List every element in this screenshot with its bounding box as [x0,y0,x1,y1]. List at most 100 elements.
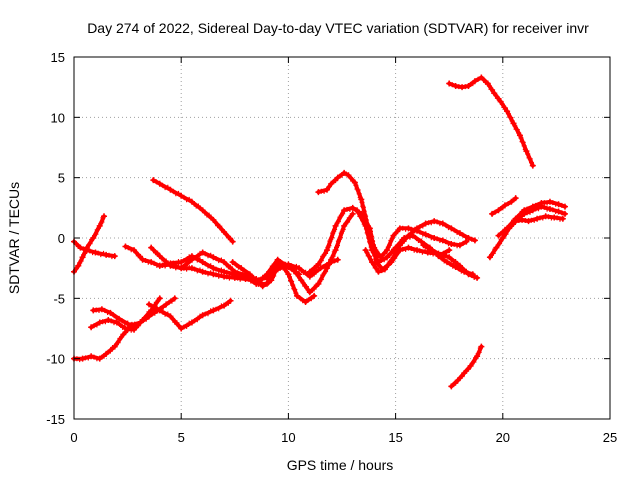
series-marker-strip [395,237,405,248]
series-marker-strip [305,296,314,303]
x-tick-label: 25 [603,430,617,445]
series-marker-strip [258,281,267,288]
series-marker-strip [492,209,498,215]
series-arc-5 [90,306,140,331]
series-marker-strip [318,188,327,194]
series-arc-18 [448,343,485,390]
series-marker-strip [325,227,338,250]
series-marker-strip [481,77,489,85]
data-point [452,82,459,89]
data-point [88,353,95,360]
data-point [98,306,105,313]
series-marker-strip [245,275,257,284]
series-marker-strip [133,250,143,259]
series-marker-strip [170,316,182,329]
series-marker-strip [441,250,449,256]
series-marker-strip [393,229,401,236]
data-point [229,259,236,266]
y-tick-label: 5 [58,171,65,186]
series-marker-strip [265,269,277,284]
series-marker-strip [505,111,515,124]
series-marker-strip [493,92,502,102]
series-marker-strip [423,244,432,252]
series-marker-strip [143,258,151,265]
series-marker-strip [159,309,171,317]
series-marker-strip [192,266,203,274]
data-point [188,265,195,272]
data-point [139,256,146,263]
series-marker-strip [426,233,434,241]
series-marker-strip [334,227,346,250]
series-marker-strip [102,307,111,315]
series-marker-strip [326,184,332,190]
series-marker-strip [559,210,565,216]
y-tick-label: -15 [46,412,65,427]
series-marker-strip [117,322,126,330]
series-marker-strip [213,266,224,274]
series-marker-strip [170,259,181,267]
series-marker-strip [91,354,100,362]
data-point [323,247,330,254]
series-marker-strip [192,313,203,324]
series-marker-strip [408,226,417,234]
series-marker-strip [524,209,533,216]
series-marker-strip [426,220,434,226]
series-marker-strip [498,205,506,212]
data-point [221,268,228,275]
series-marker-strip [371,262,380,271]
series-marker-strip [364,250,374,263]
data-point [156,307,163,314]
series-marker-strip [192,255,203,263]
data-point [229,238,236,245]
series-marker-strip [108,318,117,326]
data-series [71,74,568,390]
data-point [529,207,536,214]
series-marker-strip [516,213,524,220]
data-point [422,220,429,227]
data-point [420,242,427,249]
series-marker-strip [456,84,462,90]
data-point [105,317,112,324]
data-point [418,238,425,245]
series-marker-strip [498,226,508,237]
data-point [171,295,178,302]
data-point [437,251,444,258]
series-marker-strip [77,258,84,266]
y-tick-label: 10 [51,110,65,125]
series-marker-strip [432,249,441,257]
series-marker-strip [469,355,478,366]
series-marker-strip [460,240,466,246]
series-arc-1 [71,238,118,260]
data-point [448,225,455,232]
series-marker-strip [344,206,353,212]
series-marker-strip [287,274,299,296]
y-axis-label: SDTVAR / TECUs [6,182,22,294]
series-marker-strip [378,257,387,263]
data-point [293,292,300,299]
series-marker-strip [384,257,395,270]
data-point [561,203,568,210]
data-point [375,268,382,275]
series-marker-strip [213,256,224,264]
series-marker-strip [100,319,108,325]
series-marker-strip [559,202,565,208]
data-point [521,210,528,217]
series-arc-6 [146,297,234,332]
series-marker-strip [128,322,136,330]
series-marker-strip [213,272,224,279]
series-marker-strip [82,355,91,361]
series-marker-strip [343,213,354,226]
series-marker-strip [181,194,192,203]
series-marker-strip [417,229,426,237]
series-marker-strip [451,241,460,249]
series-marker-strip [224,274,235,281]
series-marker-strip [150,247,161,256]
data-point [210,265,217,272]
series-marker-strip [512,123,522,136]
series-marker-strip [550,200,559,207]
data-point [471,237,478,244]
data-point [334,256,341,263]
data-point [332,222,339,229]
series-marker-strip [443,222,451,231]
